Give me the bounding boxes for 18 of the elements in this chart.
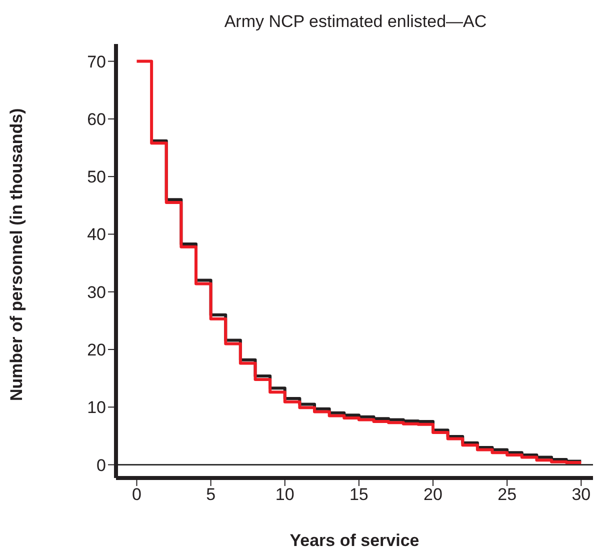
y-tick-label: 70: [87, 52, 106, 72]
y-tick-label: 50: [87, 168, 106, 187]
x-axis-title: Years of service: [290, 531, 420, 550]
x-tick-label: 20: [424, 485, 442, 504]
y-tick-label: 30: [87, 282, 106, 302]
chart-title: Army NCP estimated enlisted—AC: [223, 11, 488, 33]
x-tick-label: 10: [275, 485, 294, 504]
x-tick-label: 5: [206, 485, 216, 504]
y-tick-label: 20: [87, 340, 106, 360]
y-tick-label: 40: [87, 225, 106, 244]
x-tick-label: 25: [498, 485, 517, 504]
x-tick-label: 15: [349, 485, 368, 504]
x-tick-label: 0: [132, 485, 142, 504]
x-tick-label: 30: [572, 485, 591, 504]
y-tick-label: 0: [96, 456, 106, 475]
y-axis-title: Number of personnel (in thousands): [7, 108, 26, 401]
y-tick-label: 10: [87, 398, 106, 418]
y-tick-label: 60: [87, 110, 106, 129]
